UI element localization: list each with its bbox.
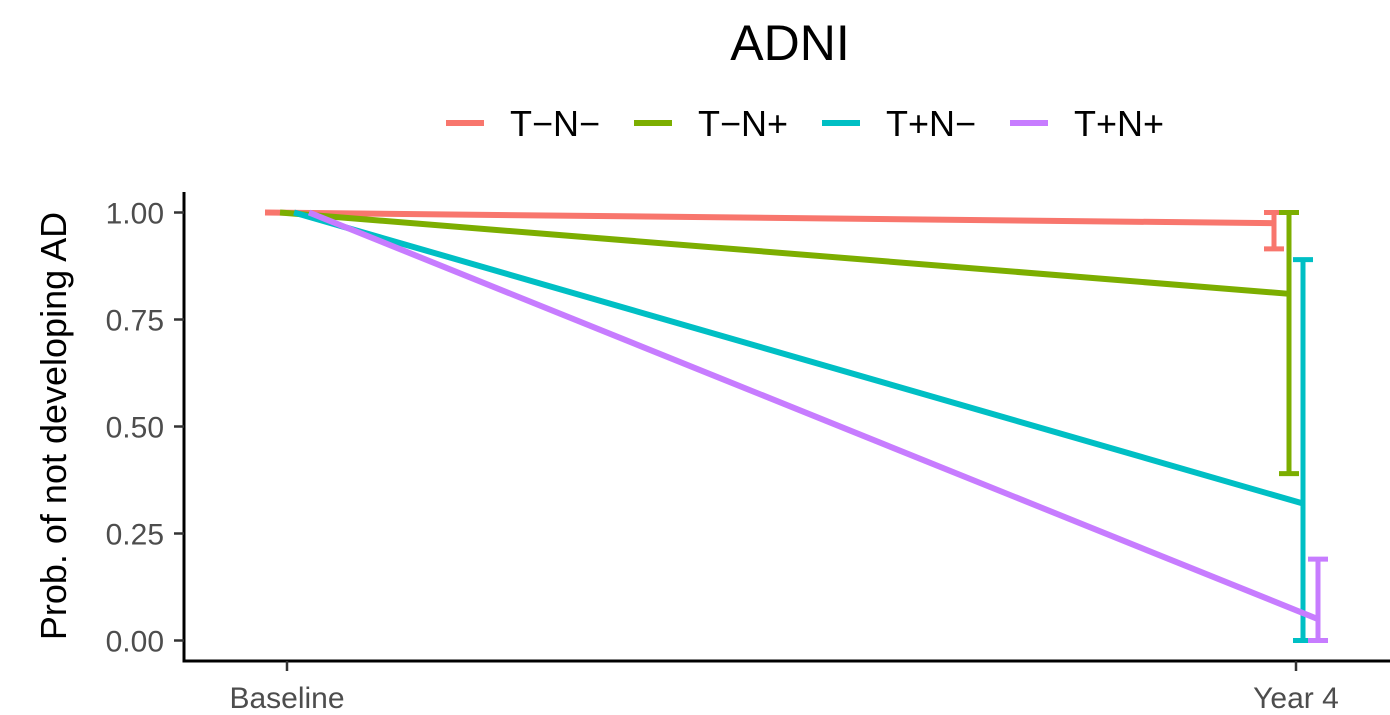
chart-title: ADNI [730,15,849,71]
legend: T−N− T−N+ T+N− T+N+ [446,103,1164,144]
series-line [279,209,1290,297]
series-line [293,209,1304,507]
plot-area: 0.00 0.25 0.50 0.75 1.00 Baseline Year 4 [106,192,1390,715]
series-line [307,209,1320,622]
y-axis-title: Prob. of not developing AD [33,212,74,640]
y-tick-label: 0.75 [106,305,164,338]
legend-label-tn-neg-pos: T−N+ [698,103,788,144]
y-tick-label: 0.00 [106,626,164,659]
legend-label-tn-pos-pos: T+N+ [1074,103,1164,144]
y-tick-label: 0.25 [106,519,164,552]
y-tick-label: 1.00 [106,198,164,231]
y-tick-label: 0.50 [106,412,164,445]
x-tick-label: Baseline [229,682,344,715]
series-line [264,209,1275,227]
x-tick-label: Year 4 [1253,682,1339,715]
legend-label-tn-pos-neg: T+N− [886,103,976,144]
legend-label-tn-neg-neg: T−N− [510,103,600,144]
